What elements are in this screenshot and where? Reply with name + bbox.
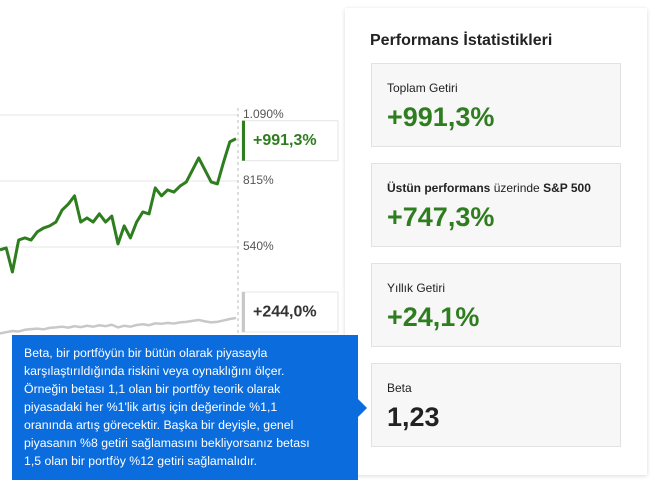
panel-title: Performans İstatistikleri xyxy=(370,32,553,49)
tooltip: Beta, bir portföyün bir bütün olarak piy… xyxy=(12,335,367,480)
stat-label: Üstün performans üzerinde S&P 500 xyxy=(387,181,591,195)
stat-label: Beta xyxy=(387,381,412,395)
stat-value: +747,3% xyxy=(387,202,495,232)
y-tick-label: 815% xyxy=(243,173,274,187)
stat-value: 1,23 xyxy=(387,402,440,432)
tooltip-line: piyasanın %8 getiri sağlamasını bekliyor… xyxy=(24,436,310,450)
series-line xyxy=(0,316,237,335)
y-tick-label: 1.090% xyxy=(243,107,284,121)
series-line xyxy=(0,137,237,274)
label-strong: Üstün performans xyxy=(387,181,491,195)
tooltip-line: piyasadaki her %1'lik artış için değerin… xyxy=(24,400,278,414)
stat-card: Toplam Getiri +991,3% xyxy=(371,63,621,147)
tooltip-line: oranında artış görecektir. Başka bir dey… xyxy=(24,418,294,432)
end-label-box xyxy=(241,291,339,333)
end-label-bar xyxy=(242,120,245,161)
tooltip-line: 1,5 olan bir portföy %12 getiri sağlamal… xyxy=(24,454,258,468)
tooltip-line: Beta, bir portföyün bir bütün olarak piy… xyxy=(24,346,268,360)
tooltip-line: karşılaştırıldığında riskini veya oynakl… xyxy=(24,364,285,378)
stat-value: +24,1% xyxy=(387,302,480,332)
end-label: +991,3% xyxy=(253,132,317,149)
stats-panel: Performans İstatistikleri Toplam Getiri … xyxy=(345,8,647,475)
end-label-bar xyxy=(242,292,245,333)
y-tick-label: 540% xyxy=(243,239,274,253)
chart: 1.090% 815% 540% +991,3% +244,0% xyxy=(0,107,339,340)
stat-card[interactable]: Beta 1,23 xyxy=(371,363,621,447)
stat-card: Üstün performans üzerinde S&P 500 +747,3… xyxy=(371,163,621,247)
stat-label: Toplam Getiri xyxy=(387,81,458,95)
stat-label: Yıllık Getiri xyxy=(387,281,446,295)
label-strong: S&P 500 xyxy=(543,181,591,195)
end-label: +244,0% xyxy=(253,303,317,320)
end-label-box xyxy=(241,120,339,162)
tooltip-line: Örneğin betası 1,1 olan bir portföy teor… xyxy=(24,382,281,396)
stat-card: Yıllık Getiri +24,1% xyxy=(371,263,621,347)
label-text: üzerinde xyxy=(490,181,544,195)
stat-value: +991,3% xyxy=(387,102,495,132)
